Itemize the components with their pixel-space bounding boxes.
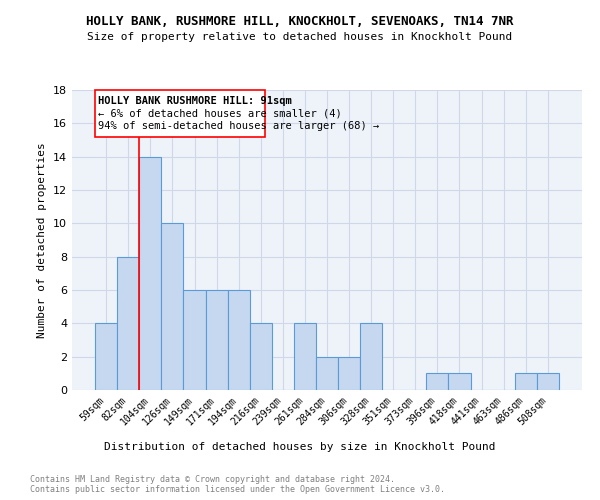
Bar — [427, 374, 448, 390]
Bar — [95, 324, 117, 390]
Bar — [448, 374, 470, 390]
Bar — [139, 156, 161, 390]
Text: ← 6% of detached houses are smaller (4): ← 6% of detached houses are smaller (4) — [98, 108, 342, 118]
Text: Distribution of detached houses by size in Knockholt Pound: Distribution of detached houses by size … — [104, 442, 496, 452]
Text: Size of property relative to detached houses in Knockholt Pound: Size of property relative to detached ho… — [88, 32, 512, 42]
Text: HOLLY BANK, RUSHMORE HILL, KNOCKHOLT, SEVENOAKS, TN14 7NR: HOLLY BANK, RUSHMORE HILL, KNOCKHOLT, SE… — [86, 15, 514, 28]
Text: HOLLY BANK RUSHMORE HILL: 91sqm: HOLLY BANK RUSHMORE HILL: 91sqm — [98, 96, 292, 106]
Bar — [294, 324, 316, 390]
Text: Contains public sector information licensed under the Open Government Licence v3: Contains public sector information licen… — [30, 485, 445, 494]
Bar — [360, 324, 382, 390]
Bar — [250, 324, 272, 390]
Text: Contains HM Land Registry data © Crown copyright and database right 2024.: Contains HM Land Registry data © Crown c… — [30, 475, 395, 484]
Bar — [161, 224, 184, 390]
Bar — [184, 290, 206, 390]
FancyBboxPatch shape — [95, 90, 265, 136]
Bar — [338, 356, 360, 390]
Bar — [206, 290, 227, 390]
Bar — [515, 374, 537, 390]
Bar — [117, 256, 139, 390]
Y-axis label: Number of detached properties: Number of detached properties — [37, 142, 47, 338]
Bar — [316, 356, 338, 390]
Bar — [227, 290, 250, 390]
Bar — [537, 374, 559, 390]
Text: 94% of semi-detached houses are larger (68) →: 94% of semi-detached houses are larger (… — [98, 121, 380, 131]
